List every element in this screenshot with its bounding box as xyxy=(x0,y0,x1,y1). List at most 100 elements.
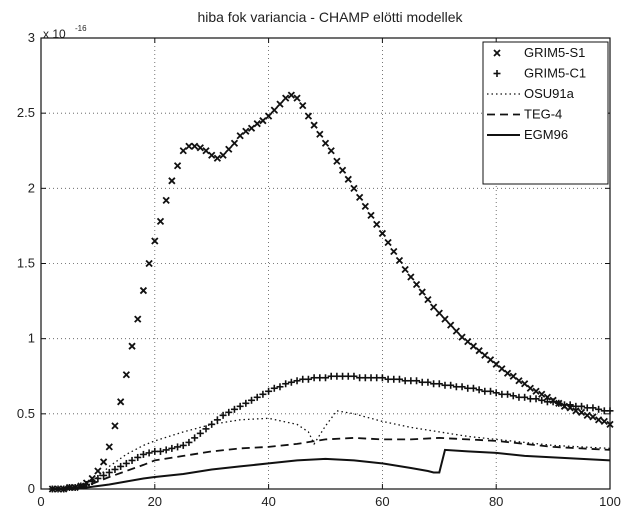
data-point xyxy=(458,333,466,341)
data-point xyxy=(589,413,597,421)
data-point xyxy=(401,265,409,274)
data-point xyxy=(179,147,187,155)
legend-label: OSU91a xyxy=(524,86,575,101)
data-point xyxy=(230,405,238,413)
data-point xyxy=(105,468,113,476)
data-point xyxy=(156,217,165,226)
data-point xyxy=(316,130,324,138)
data-point xyxy=(248,396,256,404)
data-point xyxy=(99,458,108,466)
legend-label: GRIM5-S1 xyxy=(524,45,585,60)
data-point xyxy=(151,237,159,245)
data-point xyxy=(458,383,466,391)
data-point xyxy=(521,380,529,388)
data-point xyxy=(412,280,421,289)
grid-layer xyxy=(41,38,610,489)
data-point xyxy=(509,392,517,400)
data-point xyxy=(287,91,295,99)
data-point xyxy=(543,393,552,401)
data-point xyxy=(276,383,284,391)
data-point xyxy=(526,384,534,392)
data-point xyxy=(117,462,125,470)
data-point xyxy=(469,384,477,392)
data-point xyxy=(384,238,392,247)
data-point xyxy=(475,347,483,355)
data-point xyxy=(117,398,125,406)
data-point xyxy=(367,211,375,220)
data-point xyxy=(156,447,164,455)
data-point xyxy=(173,162,182,170)
data-point xyxy=(270,384,278,392)
x-tick-label: 80 xyxy=(489,494,503,509)
data-point xyxy=(230,139,239,147)
data-point xyxy=(111,465,119,473)
data-point xyxy=(378,374,386,382)
data-point xyxy=(395,375,403,383)
series-line xyxy=(52,448,611,490)
legend-item-osu91a: OSU91a xyxy=(487,86,575,101)
data-point xyxy=(185,438,193,446)
data-point xyxy=(270,106,278,114)
y-tick-label: 1.5 xyxy=(17,256,35,271)
data-point xyxy=(139,286,148,295)
y-tick-label: 2.5 xyxy=(17,105,35,120)
data-point xyxy=(424,295,432,304)
data-point xyxy=(583,411,591,419)
data-point xyxy=(145,449,153,457)
legend-box xyxy=(482,41,609,185)
data-point xyxy=(350,184,358,192)
series-line xyxy=(52,410,611,490)
data-point xyxy=(327,147,335,155)
data-point xyxy=(225,408,233,416)
legend-label: TEG-4 xyxy=(524,107,562,122)
data-point xyxy=(247,124,256,132)
data-point xyxy=(100,471,108,479)
data-point xyxy=(282,380,290,388)
data-point xyxy=(253,120,261,128)
data-point xyxy=(139,450,147,458)
data-point xyxy=(407,273,415,281)
data-point xyxy=(515,377,523,385)
series-layer xyxy=(48,91,614,493)
data-point xyxy=(299,102,307,110)
data-point xyxy=(595,405,603,413)
data-point xyxy=(600,417,608,425)
data-point xyxy=(338,166,347,174)
data-point xyxy=(310,121,318,129)
data-point xyxy=(293,377,301,385)
data-point xyxy=(213,416,221,424)
data-point xyxy=(196,144,204,152)
data-point xyxy=(264,112,273,120)
data-point xyxy=(208,420,216,428)
data-point xyxy=(521,393,529,401)
data-point xyxy=(572,407,580,415)
y-multiplier-exponent: -16 xyxy=(75,24,87,33)
data-point xyxy=(538,396,546,404)
legend-item-teg-4: TEG-4 xyxy=(487,107,562,122)
data-point xyxy=(475,386,483,394)
data-point xyxy=(282,94,290,102)
data-point xyxy=(566,401,574,409)
y-tick-label: 0 xyxy=(28,481,35,496)
data-point xyxy=(509,372,517,380)
data-point xyxy=(236,132,244,140)
data-point xyxy=(185,142,193,150)
legend-item-grim5-c1: GRIM5-C1 xyxy=(493,66,586,81)
data-point xyxy=(202,147,210,155)
y-tick-label: 2 xyxy=(28,180,35,195)
data-point xyxy=(122,371,130,379)
data-point xyxy=(145,259,153,268)
data-point xyxy=(532,395,540,403)
data-point xyxy=(208,151,216,159)
data-point xyxy=(395,256,404,265)
data-point xyxy=(287,378,295,386)
data-point xyxy=(429,303,438,311)
data-point xyxy=(373,220,381,229)
data-point xyxy=(322,374,329,382)
data-point xyxy=(219,151,227,159)
data-point xyxy=(168,444,176,452)
data-point xyxy=(168,177,176,185)
data-point xyxy=(276,100,284,108)
data-point xyxy=(532,387,540,395)
data-point xyxy=(481,351,489,359)
